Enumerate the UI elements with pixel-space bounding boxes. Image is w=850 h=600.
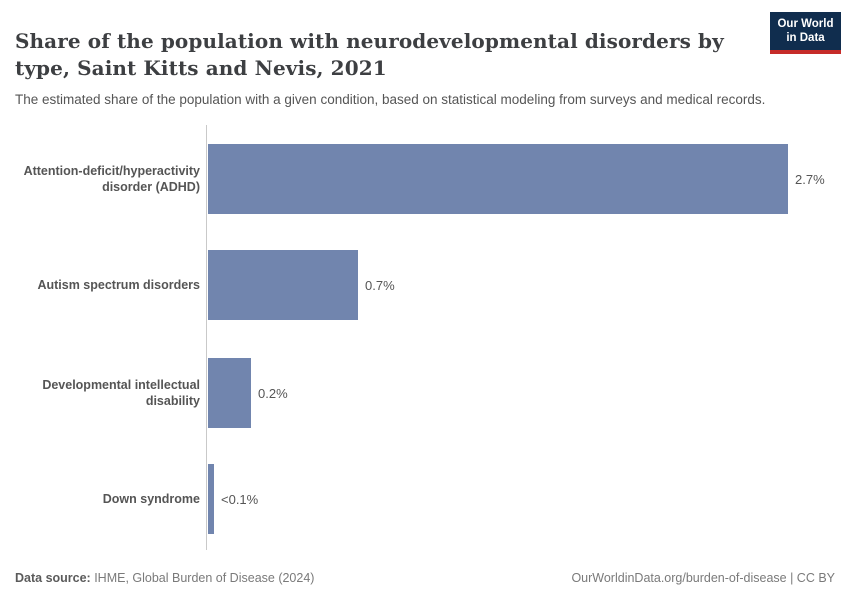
owid-logo[interactable]: Our World in Data: [770, 12, 841, 54]
data-source-value: IHME, Global Burden of Disease (2024): [90, 571, 315, 585]
category-label: Developmental intellectual disability: [42, 377, 200, 409]
data-source: Data source: IHME, Global Burden of Dise…: [15, 571, 314, 585]
chart-footer: Data source: IHME, Global Burden of Dise…: [15, 571, 835, 585]
chart-title: Share of the population with neurodevelo…: [15, 29, 724, 80]
footer-credit-link[interactable]: OurWorldinData.org/burden-of-disease | C…: [571, 571, 835, 585]
bar-rect: [208, 464, 214, 534]
bar-rect: [208, 250, 358, 320]
chart-subtitle: The estimated share of the population wi…: [15, 91, 766, 107]
bar-rect: [208, 358, 251, 428]
category-label: Autism spectrum disorders: [37, 277, 200, 292]
owid-logo-text-line2: in Data: [786, 32, 825, 45]
value-label: 2.7%: [795, 171, 825, 187]
value-label: 0.2%: [258, 385, 288, 401]
data-source-label: Data source:: [15, 571, 91, 585]
bar-rect: [208, 144, 788, 214]
value-label: 0.7%: [365, 277, 395, 293]
owid-logo-text-line1: Our World: [777, 18, 834, 30]
bar-row-autism: Autism spectrum disorders 0.7%: [0, 250, 850, 320]
bar-row-intellectual-disability: Developmental intellectual disability 0.…: [0, 358, 850, 428]
bar-row-down-syndrome: Down syndrome <0.1%: [0, 464, 850, 534]
bar-row-adhd: Attention-deficit/hyperactivity disorder…: [0, 144, 850, 214]
y-axis-line: [206, 125, 207, 550]
value-label: <0.1%: [221, 491, 259, 507]
bar-chart: Attention-deficit/hyperactivity disorder…: [0, 125, 850, 550]
category-label: Down syndrome: [102, 491, 200, 506]
category-label: Attention-deficit/hyperactivity disorder…: [23, 163, 200, 195]
